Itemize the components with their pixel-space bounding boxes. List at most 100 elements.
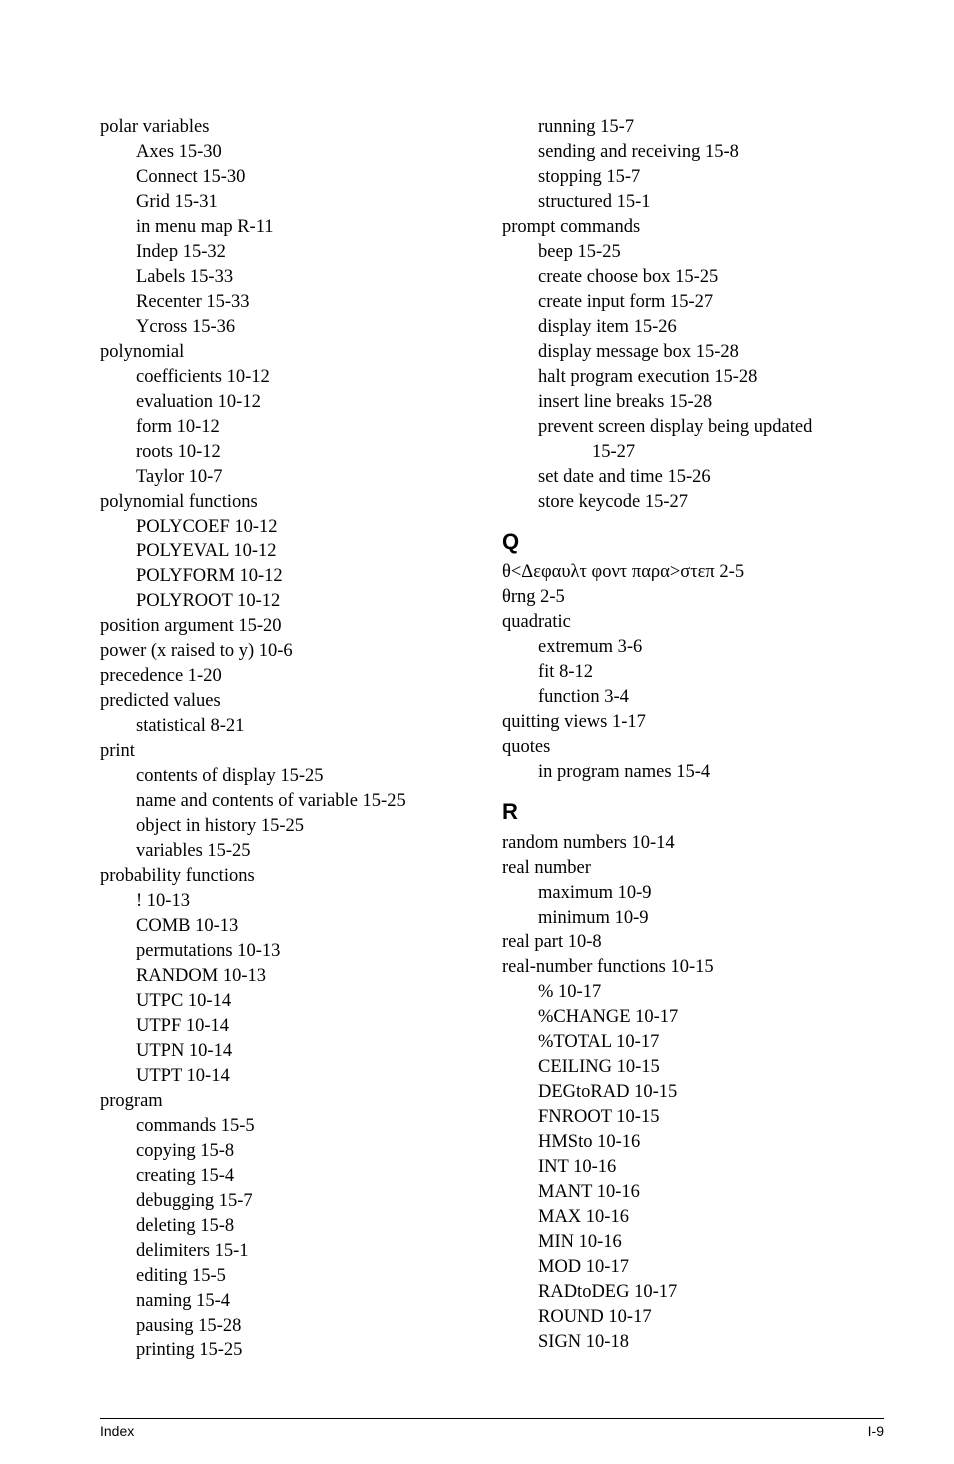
index-entry: Labels 15-33	[100, 265, 482, 290]
index-entry: MOD 10-17	[502, 1255, 884, 1280]
index-entry: display message box 15-28	[502, 340, 884, 365]
index-entry: SIGN 10-18	[502, 1330, 884, 1355]
index-entry: UTPT 10-14	[100, 1064, 482, 1089]
index-entry: HMSto 10-16	[502, 1130, 884, 1155]
index-entry: POLYFORM 10-12	[100, 564, 482, 589]
index-entry: naming 15-4	[100, 1289, 482, 1314]
index-entry: POLYROOT 10-12	[100, 589, 482, 614]
index-entry: %CHANGE 10-17	[502, 1005, 884, 1030]
page-footer: Index I-9	[100, 1418, 884, 1439]
index-entry: RANDOM 10-13	[100, 964, 482, 989]
index-entry: in menu map R-11	[100, 215, 482, 240]
index-entry: COMB 10-13	[100, 914, 482, 939]
index-entry: ROUND 10-17	[502, 1305, 884, 1330]
index-entry: MANT 10-16	[502, 1180, 884, 1205]
index-entry: statistical 8-21	[100, 714, 482, 739]
index-entry: minimum 10-9	[502, 906, 884, 931]
index-entry: Axes 15-30	[100, 140, 482, 165]
index-entry: prompt commands	[502, 215, 884, 240]
index-entry: INT 10-16	[502, 1155, 884, 1180]
index-entry: polar variables	[100, 115, 482, 140]
section-header-q: Q	[502, 527, 884, 557]
index-entry: deleting 15-8	[100, 1214, 482, 1239]
index-entry: copying 15-8	[100, 1139, 482, 1164]
index-entry: predicted values	[100, 689, 482, 714]
index-entry: Taylor 10-7	[100, 465, 482, 490]
index-entry: POLYCOEF 10-12	[100, 515, 482, 540]
index-entry: in program names 15-4	[502, 760, 884, 785]
index-entry: fit 8-12	[502, 660, 884, 685]
index-entry: precedence 1-20	[100, 664, 482, 689]
index-entry: function 3-4	[502, 685, 884, 710]
index-entry: structured 15-1	[502, 190, 884, 215]
index-entry: object in history 15-25	[100, 814, 482, 839]
index-entry: CEILING 10-15	[502, 1055, 884, 1080]
index-entry: UTPC 10-14	[100, 989, 482, 1014]
index-entry: Connect 15-30	[100, 165, 482, 190]
index-entry: 15-27	[502, 440, 884, 465]
index-entry: print	[100, 739, 482, 764]
index-entry: quitting views 1-17	[502, 710, 884, 735]
index-entry: random numbers 10-14	[502, 831, 884, 856]
index-entry: coefficients 10-12	[100, 365, 482, 390]
index-entry: roots 10-12	[100, 440, 482, 465]
index-entry: Ycross 15-36	[100, 315, 482, 340]
index-entry: maximum 10-9	[502, 881, 884, 906]
index-entry: quotes	[502, 735, 884, 760]
index-entry: display item 15-26	[502, 315, 884, 340]
index-entry: printing 15-25	[100, 1338, 482, 1363]
index-entry: prevent screen display being updated	[502, 415, 884, 440]
index-entry: contents of display 15-25	[100, 764, 482, 789]
index-entry: extremum 3-6	[502, 635, 884, 660]
index-entry: POLYEVAL 10-12	[100, 539, 482, 564]
index-entry: θ<Δεφαυλτ φοντ παρα>στεπ 2-5	[502, 560, 884, 585]
index-columns: polar variablesAxes 15-30Connect 15-30Gr…	[100, 115, 884, 1363]
index-entry: evaluation 10-12	[100, 390, 482, 415]
left-column: polar variablesAxes 15-30Connect 15-30Gr…	[100, 115, 482, 1363]
index-entry: RADtoDEG 10-17	[502, 1280, 884, 1305]
index-entry: running 15-7	[502, 115, 884, 140]
index-entry: form 10-12	[100, 415, 482, 440]
index-entry: delimiters 15-1	[100, 1239, 482, 1264]
index-entry: halt program execution 15-28	[502, 365, 884, 390]
index-entry: position argument 15-20	[100, 614, 482, 639]
index-entry: Grid 15-31	[100, 190, 482, 215]
index-entry: editing 15-5	[100, 1264, 482, 1289]
index-entry: % 10-17	[502, 980, 884, 1005]
index-entry: creating 15-4	[100, 1164, 482, 1189]
index-entry: create input form 15-27	[502, 290, 884, 315]
index-entry: set date and time 15-26	[502, 465, 884, 490]
index-entry: probability functions	[100, 864, 482, 889]
index-entry: real number	[502, 856, 884, 881]
index-entry: insert line breaks 15-28	[502, 390, 884, 415]
index-entry: ! 10-13	[100, 889, 482, 914]
index-entry: debugging 15-7	[100, 1189, 482, 1214]
index-entry: program	[100, 1089, 482, 1114]
index-entry: FNROOT 10-15	[502, 1105, 884, 1130]
index-entry: θrng 2-5	[502, 585, 884, 610]
index-entry: pausing 15-28	[100, 1314, 482, 1339]
right-column: running 15-7sending and receiving 15-8st…	[502, 115, 884, 1363]
index-entry: variables 15-25	[100, 839, 482, 864]
index-entry: Recenter 15-33	[100, 290, 482, 315]
index-entry: Indep 15-32	[100, 240, 482, 265]
index-entry: sending and receiving 15-8	[502, 140, 884, 165]
index-entry: name and contents of variable 15-25	[100, 789, 482, 814]
index-entry: DEGtoRAD 10-15	[502, 1080, 884, 1105]
index-entry: %TOTAL 10-17	[502, 1030, 884, 1055]
index-entry: beep 15-25	[502, 240, 884, 265]
index-entry: permutations 10-13	[100, 939, 482, 964]
footer-left: Index	[100, 1423, 134, 1439]
index-entry: stopping 15-7	[502, 165, 884, 190]
index-entry: MIN 10-16	[502, 1230, 884, 1255]
index-entry: real part 10-8	[502, 930, 884, 955]
index-entry: create choose box 15-25	[502, 265, 884, 290]
index-entry: MAX 10-16	[502, 1205, 884, 1230]
index-entry: quadratic	[502, 610, 884, 635]
footer-right: I-9	[868, 1423, 884, 1439]
index-entry: commands 15-5	[100, 1114, 482, 1139]
index-entry: polynomial functions	[100, 490, 482, 515]
index-entry: real-number functions 10-15	[502, 955, 884, 980]
index-entry: store keycode 15-27	[502, 490, 884, 515]
section-header-r: R	[502, 797, 884, 827]
